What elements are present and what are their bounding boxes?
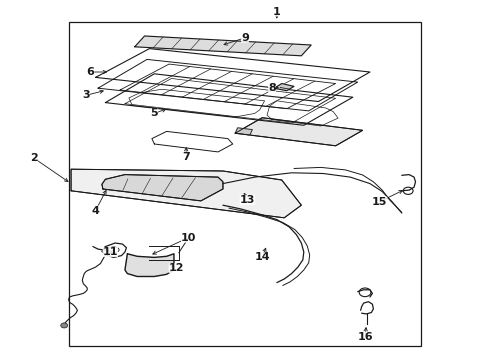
Text: 5: 5 xyxy=(150,108,158,118)
Text: 4: 4 xyxy=(92,206,99,216)
Text: 7: 7 xyxy=(182,152,190,162)
Text: 15: 15 xyxy=(372,197,388,207)
Polygon shape xyxy=(71,169,301,218)
Text: 1: 1 xyxy=(273,6,281,17)
Text: 14: 14 xyxy=(254,252,270,262)
Text: 13: 13 xyxy=(240,195,255,205)
Polygon shape xyxy=(274,84,294,91)
Text: 12: 12 xyxy=(169,263,184,273)
Polygon shape xyxy=(102,175,223,201)
Polygon shape xyxy=(125,254,174,276)
Text: 10: 10 xyxy=(181,233,196,243)
Text: 9: 9 xyxy=(241,33,249,43)
Polygon shape xyxy=(235,118,363,146)
Text: 6: 6 xyxy=(87,67,95,77)
Text: 8: 8 xyxy=(268,83,276,93)
Bar xyxy=(69,22,421,346)
Text: 3: 3 xyxy=(82,90,90,100)
Circle shape xyxy=(61,323,68,328)
Text: 11: 11 xyxy=(102,247,118,257)
Text: 16: 16 xyxy=(357,332,373,342)
Polygon shape xyxy=(235,128,252,135)
Text: 2: 2 xyxy=(30,153,38,163)
Polygon shape xyxy=(135,36,311,56)
